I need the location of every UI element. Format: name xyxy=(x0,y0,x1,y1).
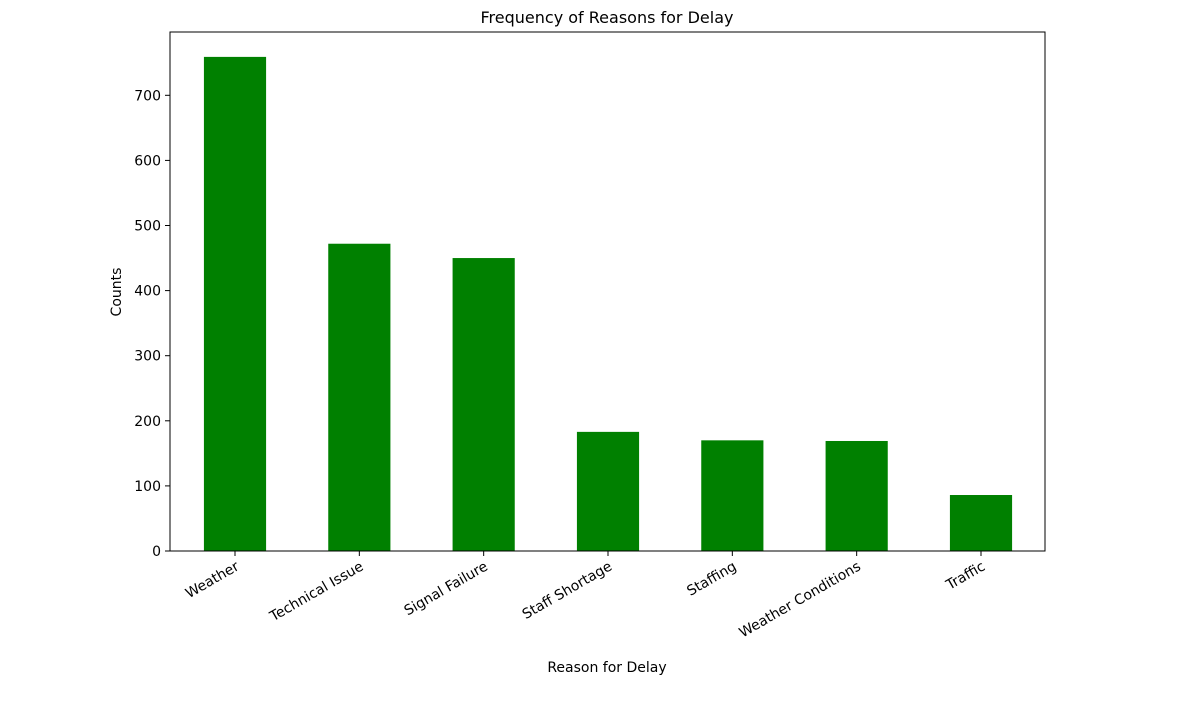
x-axis-label: Reason for Delay xyxy=(547,660,666,676)
bar-signal-failure xyxy=(452,258,515,551)
bar-weather xyxy=(203,56,267,551)
x-tick-label: Technical Issue xyxy=(267,559,367,626)
y-tick-label: 100 xyxy=(134,479,161,495)
x-axis-ticks: Weather Technical Issue Signal Failure Staf… xyxy=(183,551,988,641)
y-axis-ticks: 0 100 200 300 400 500 600 700 xyxy=(134,88,170,560)
x-tick-label: Staffing xyxy=(684,559,739,600)
bar-traffic xyxy=(949,495,1013,551)
y-tick-label: 300 xyxy=(134,349,161,365)
y-tick-label: 200 xyxy=(134,414,161,430)
plot-frame xyxy=(169,31,1046,552)
bar-technical-issue xyxy=(328,243,391,552)
x-tick-label: Weather xyxy=(183,558,242,601)
y-tick-label: 500 xyxy=(134,219,161,235)
x-tick-label: Weather Conditions xyxy=(737,559,864,642)
bars-layer xyxy=(203,56,1013,552)
bar-staffing xyxy=(701,440,764,551)
bar-staff-shortage xyxy=(576,431,640,551)
x-tick-label: Traffic xyxy=(943,559,988,594)
chart-title: Frequency of Reasons for Delay xyxy=(481,8,734,27)
bar-weather-conditions xyxy=(825,440,888,551)
y-axis-label: Counts xyxy=(109,268,125,317)
x-tick-label: Staff Shortage xyxy=(520,559,615,623)
y-tick-label: 400 xyxy=(134,284,161,300)
y-tick-label: 700 xyxy=(134,88,161,104)
x-tick-label: Signal Failure xyxy=(402,559,491,620)
y-tick-label: 600 xyxy=(134,153,161,169)
y-tick-label: 0 xyxy=(152,544,161,560)
